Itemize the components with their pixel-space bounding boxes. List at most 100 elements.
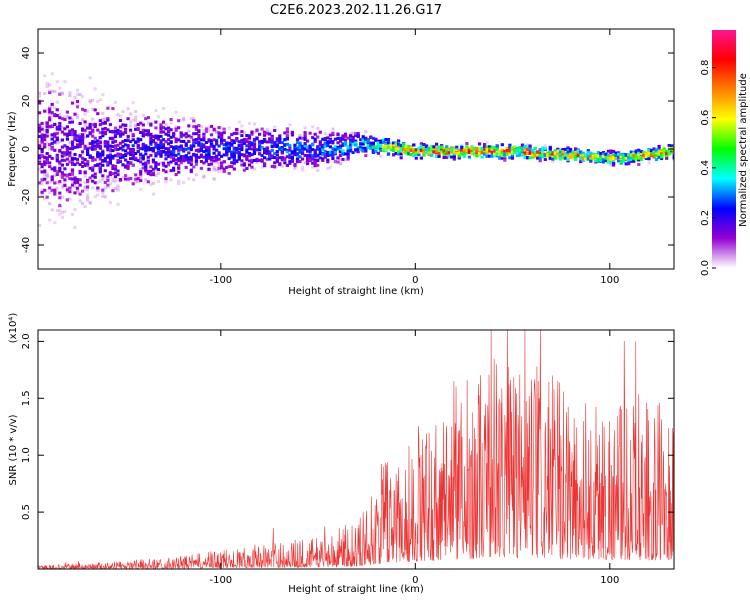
spectrogram-cell xyxy=(619,153,623,156)
spectrogram-cell xyxy=(60,195,64,199)
spectrogram-cell xyxy=(68,157,72,161)
spectrogram-cell xyxy=(169,121,173,125)
spectrogram-cell xyxy=(108,157,112,161)
spectrogram-cell xyxy=(75,139,80,143)
spectrogram-cell xyxy=(551,155,555,159)
spectrogram-cell xyxy=(323,136,327,140)
spectrogram-cell xyxy=(151,173,155,177)
spectrogram-cell xyxy=(215,156,219,160)
spectrogram-cell xyxy=(275,157,279,161)
spectrogram-cell xyxy=(40,193,44,197)
spectrogram-cell xyxy=(106,161,110,165)
spectrogram-cell xyxy=(237,157,241,161)
spectrogram-cell xyxy=(58,149,62,153)
spectrogram-cell xyxy=(88,124,92,128)
spectrogram-cell xyxy=(533,154,537,158)
spectrogram-cell xyxy=(154,165,158,169)
spectrogram-cell xyxy=(245,167,249,170)
spectrogram-cell xyxy=(285,133,289,137)
spectrogram-cell xyxy=(131,163,135,167)
spectrogram-cell xyxy=(106,128,110,132)
spectrogram-cell xyxy=(485,140,489,144)
spectrogram-cell xyxy=(111,177,115,181)
spectrogram-cell xyxy=(435,142,439,146)
spectrogram-cell xyxy=(187,129,191,133)
spectrogram-cell xyxy=(316,145,320,149)
spectrogram-cell xyxy=(146,161,150,165)
spectrogram-cell xyxy=(53,113,57,117)
spectrogram-cell xyxy=(121,176,125,179)
spectrogram-cell xyxy=(493,152,497,156)
spectrogram-cell xyxy=(146,148,150,152)
spectrogram-cell xyxy=(338,154,343,157)
spectrogram-cell xyxy=(660,157,664,161)
spectrogram-cell xyxy=(53,148,57,152)
spectrogram-cell xyxy=(450,147,454,151)
spectrogram-cell xyxy=(518,152,522,156)
spectrogram-cell xyxy=(523,145,527,149)
spectrogram-cell xyxy=(86,195,90,199)
spectrogram-cell xyxy=(283,147,287,151)
spectrogram-cell xyxy=(255,157,259,161)
spectrogram-cell xyxy=(493,146,497,150)
spectrogram-cell xyxy=(161,145,166,149)
spectrogram-cell xyxy=(207,139,211,143)
spectrogram-cell xyxy=(86,134,90,138)
spectrogram-cell xyxy=(60,125,64,129)
spectrogram-cell xyxy=(78,132,82,136)
spectrogram-cell xyxy=(303,144,307,148)
spectrogram-cell xyxy=(60,171,64,175)
spectrogram-cell xyxy=(187,134,191,138)
spectrogram-cell xyxy=(108,147,112,151)
spectrogram-cell xyxy=(356,147,360,151)
spectrogram-cell xyxy=(58,92,62,96)
spectrogram-cell xyxy=(204,141,209,144)
spectrogram-cell xyxy=(111,136,115,140)
spectrogram-cell xyxy=(417,150,421,154)
spectrogram-cell xyxy=(106,117,110,120)
spectrogram-cell xyxy=(217,126,221,130)
spectrogram-cell xyxy=(134,125,138,129)
spectrogram-cell xyxy=(55,155,59,159)
spectrogram-cell xyxy=(93,87,97,91)
spectrogram-cell xyxy=(510,148,514,151)
spectrogram-cell xyxy=(43,177,47,181)
spectrogram-cell xyxy=(45,125,49,129)
spectrogram-cell xyxy=(58,140,62,144)
spectrogram-cell xyxy=(106,106,110,110)
spectrogram-cell xyxy=(194,132,198,136)
spectrogram-cell xyxy=(293,166,297,170)
spectrogram-cell xyxy=(551,151,555,155)
spectrogram-cell xyxy=(161,143,166,147)
spectrogram-cell xyxy=(53,106,57,110)
spectrogram-cell xyxy=(665,154,669,158)
spectrogram-cell xyxy=(612,149,616,153)
spectrogram-cell xyxy=(240,134,244,138)
spectrogram-cell xyxy=(45,85,49,88)
spectrogram-cell xyxy=(240,124,244,128)
spectrogram-cell xyxy=(278,134,282,138)
spectrogram-cell xyxy=(81,160,85,164)
spectrogram-cell xyxy=(83,162,87,166)
y-tick-label: 1.0 xyxy=(21,447,32,463)
spectrogram-cell xyxy=(167,152,171,155)
spectrogram-cell xyxy=(260,146,264,150)
spectrogram-cell xyxy=(146,172,150,175)
spectrogram-cell xyxy=(103,117,107,121)
spectrogram-cell xyxy=(40,154,44,157)
spectrogram-cell xyxy=(194,153,198,157)
spectrogram-cell xyxy=(91,134,95,138)
spectrogram-cell xyxy=(356,132,360,136)
spectrogram-cell xyxy=(258,132,262,136)
spectrogram-cell xyxy=(179,145,183,149)
spectrogram-cell xyxy=(490,145,494,149)
spectrogram-cell xyxy=(215,160,219,164)
spectrogram-cell xyxy=(68,133,72,136)
spectrogram-cell xyxy=(569,150,573,153)
spectrogram-cell xyxy=(599,152,603,155)
spectrogram-cell xyxy=(68,120,72,124)
spectrogram-cell xyxy=(371,136,375,140)
spectrogram-cell xyxy=(399,147,403,151)
spectrogram-cell xyxy=(139,188,143,191)
spectrogram-cell xyxy=(124,139,128,142)
